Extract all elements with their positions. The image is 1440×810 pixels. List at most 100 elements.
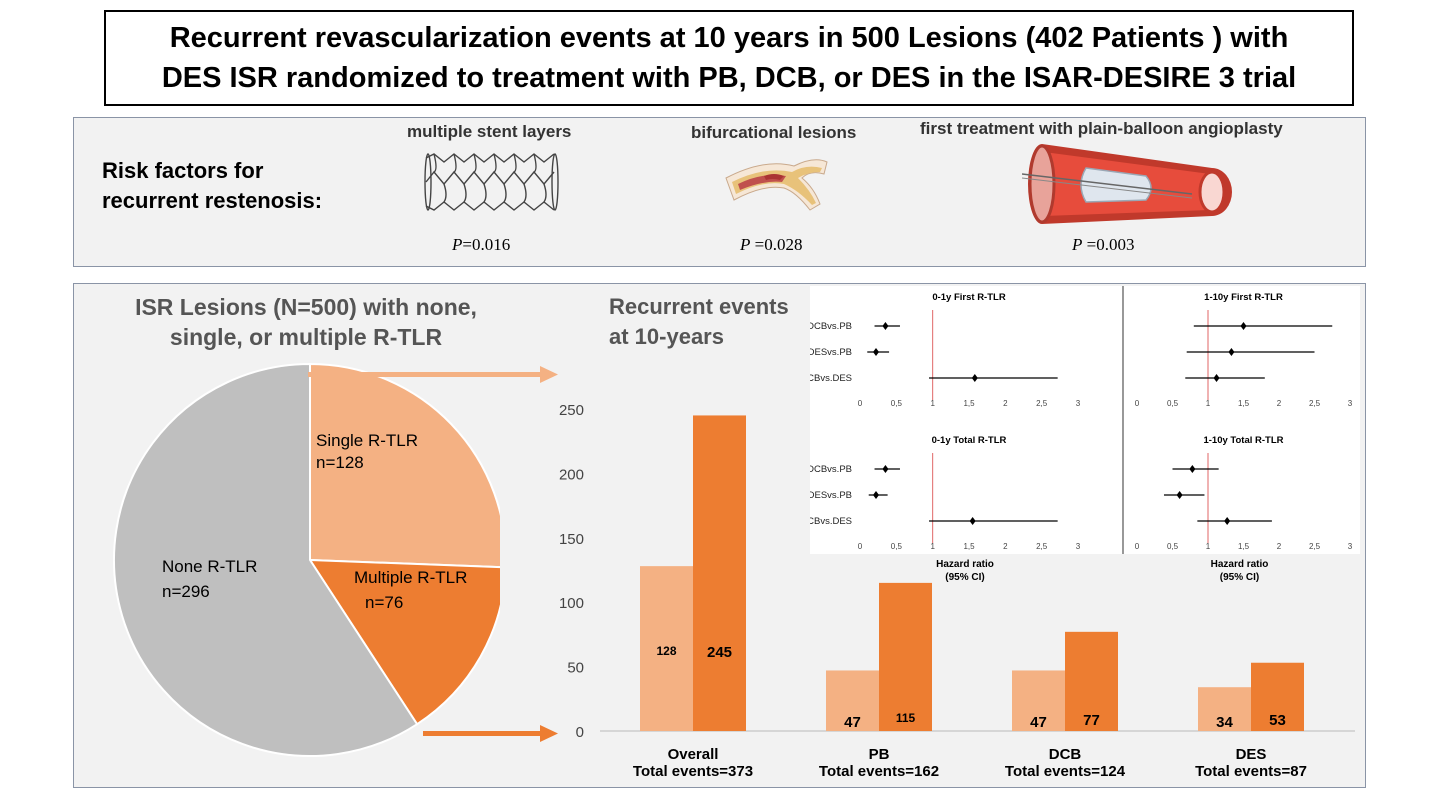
risk-label-plain-balloon: first treatment with plain-balloon angio… (920, 119, 1283, 138)
forest-title-3: 1-10y Total R-TLR (1203, 435, 1283, 446)
forest-estimate-marker (882, 322, 889, 330)
forest-x-tick: 1,5 (963, 542, 975, 551)
bars-title-line-1: Recurrent events (609, 294, 789, 319)
pie-label-multiple: Multiple R-TLR (354, 568, 467, 587)
bar-y-tick-4: 200 (559, 466, 584, 483)
forest-x-label-ci: (95% CI) (1220, 572, 1259, 583)
forest-title-1: 1-10y First R-TLR (1204, 292, 1283, 303)
bar-pb-s0 (826, 670, 879, 731)
forest-x-tick: 3 (1076, 399, 1081, 408)
balloon-vessel-icon (1022, 144, 1232, 224)
forest-x-tick: 2,5 (1309, 542, 1321, 551)
arrow-single-shaft (308, 372, 540, 377)
bars-title-line-2: at 10-years (609, 324, 724, 349)
forest-title-0: 0-1y First R-TLR (932, 292, 1006, 303)
bar-category-label: Overall (668, 746, 719, 763)
pie-title-line-2: single, or multiple R-TLR (169, 324, 443, 350)
bar-overall-s0 (640, 566, 693, 731)
forest-estimate-marker (1213, 374, 1220, 382)
forest-estimate-marker (1189, 465, 1196, 473)
bar-value-label: 115 (896, 711, 916, 725)
pie-chart: Single R-TLR n=128 Multiple R-TLR n=76 N… (113, 362, 500, 757)
forest-row-label: DESvs.PB (810, 347, 852, 358)
forest-row-label: DESvs.PB (810, 490, 852, 501)
forest-x-tick: 0,5 (1167, 542, 1179, 551)
forest-x-tick: 3 (1076, 542, 1081, 551)
title-line-1: Recurrent revascularization events at 10… (169, 22, 1289, 54)
forest-x-tick: 2,5 (1309, 399, 1321, 408)
forest-estimate-marker (1176, 491, 1183, 499)
forest-x-tick: 3 (1348, 399, 1353, 408)
bar-y-tick-5: 250 (559, 402, 584, 419)
forest-x-tick: 1 (1206, 542, 1211, 551)
forest-x-tick: 1,5 (1238, 542, 1250, 551)
bar-overall-s1 (693, 415, 746, 731)
forest-x-tick: 2,5 (1036, 542, 1048, 551)
pie-title-line-1: ISR Lesions (N=500) with none, (135, 294, 477, 320)
forest-title-2: 0-1y Total R-TLR (932, 435, 1007, 446)
risk-factors-panel: Risk factors for recurrent restenosis: m… (73, 117, 1366, 267)
bar-value-label: 47 (1030, 714, 1047, 731)
forest-x-tick: 0 (1135, 399, 1140, 408)
bar-category-label: DES (1236, 746, 1267, 763)
bar-chart-title: Recurrent events at 10-years (609, 292, 789, 352)
forest-x-tick: 0,5 (891, 399, 903, 408)
risk-heading-line-1: Risk factors for (102, 158, 264, 183)
bar-pb-s1 (879, 582, 932, 731)
bar-y-tick-1: 50 (567, 660, 584, 677)
forest-estimate-marker (872, 491, 879, 499)
bar-value-label: 128 (656, 644, 676, 658)
forest-x-tick: 3 (1348, 542, 1353, 551)
forest-x-tick: 2 (1277, 399, 1282, 408)
bar-value-label: 77 (1083, 712, 1100, 729)
title-line-2: DES ISR randomized to treatment with PB,… (161, 62, 1297, 94)
bar-category-label: DCB (1049, 746, 1082, 763)
bar-chart: 0 50 100 150 200 250 128 245 Overall Total event… (559, 402, 1355, 780)
bar-value-label: 245 (707, 644, 732, 661)
pie-slice-1 (308, 558, 500, 726)
p-value-bifurcation: P =0.028 (740, 235, 803, 254)
forest-row-label: DCBvs.DES (810, 373, 852, 384)
forest-row-label: DCBvs.DES (810, 516, 852, 527)
bar-y-tick-3: 150 (559, 531, 584, 548)
artery-bifurcation-icon (725, 159, 828, 211)
risk-label-stent-layers: multiple stent layers (407, 122, 572, 141)
bar-dcb-s1 (1065, 631, 1118, 731)
forest-estimate-marker (969, 517, 976, 525)
bar-value-label: 47 (844, 714, 861, 731)
bar-category-total: Total events=87 (1195, 763, 1307, 780)
pie-count-none: n=296 (162, 582, 210, 601)
bar-y-tick-2: 100 (559, 595, 584, 612)
forest-x-tick: 1,5 (1238, 399, 1250, 408)
p-value-stent-layers: P=0.016 (452, 235, 511, 254)
forest-row-label: DCBvs.PB (810, 321, 852, 332)
forest-x-tick: 1 (930, 542, 935, 551)
risk-factors-heading: Risk factors for recurrent restenosis: (102, 156, 322, 216)
forest-estimate-marker (1240, 322, 1247, 330)
bar-category-label: PB (869, 746, 890, 763)
pie-label-none: None R-TLR (162, 557, 257, 576)
bar-category-total: Total events=124 (1005, 763, 1126, 780)
stent-mesh-icon (424, 153, 559, 211)
figure-title-box: Recurrent revascularization events at 10… (104, 10, 1354, 106)
arrow-multiple-shaft (423, 731, 540, 736)
forest-x-label: Hazard ratio (936, 559, 994, 570)
forest-x-label-ci: (95% CI) (945, 572, 984, 583)
pie-chart-title: ISR Lesions (N=500) with none, single, o… (116, 292, 496, 352)
risk-label-bifurcation: bifurcational lesions (691, 123, 857, 142)
forest-x-tick: 2 (1003, 399, 1008, 408)
forest-x-label: Hazard ratio (1211, 559, 1269, 570)
connector-arrows (308, 366, 558, 742)
pie-slice-0 (309, 362, 500, 569)
pie-slice-2 (113, 362, 419, 757)
forest-estimate-marker (872, 348, 879, 356)
forest-x-tick: 1 (930, 399, 935, 408)
forest-estimate-marker (1224, 517, 1231, 525)
pie-count-multiple: n=76 (365, 593, 403, 612)
forest-x-tick: 0,5 (891, 542, 903, 551)
bar-dcb-s0 (1012, 670, 1065, 731)
forest-plot-panel: 0-1y First R-TLR DCBvs.PB DESvs.PB DCBvs.DE… (810, 286, 1360, 583)
bar-des-s1 (1251, 662, 1304, 731)
forest-x-tick: 1 (1206, 399, 1211, 408)
forest-x-tick: 0,5 (1167, 399, 1179, 408)
